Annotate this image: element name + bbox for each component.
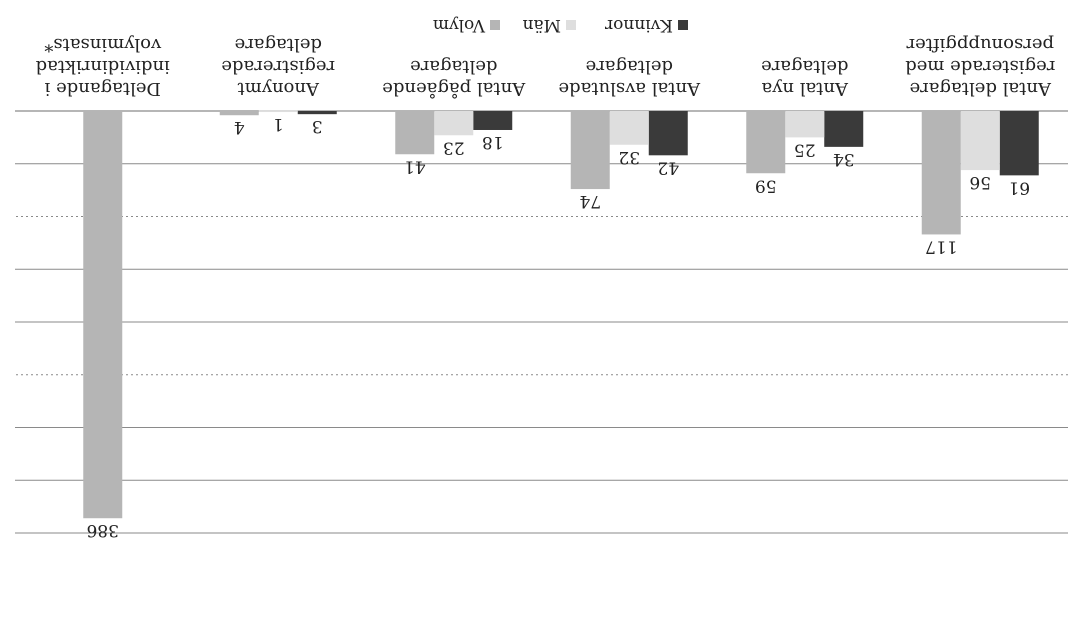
bar-kvinnor-2	[648, 111, 688, 156]
data-label-kvinnor-1: 34	[833, 149, 855, 169]
legend-label-kvinnor: Kvinnor	[604, 15, 673, 35]
category-label-1-1: deltagare	[761, 56, 848, 77]
data-label-volym-5: 386	[87, 520, 119, 540]
category-label-2-1: deltagare	[586, 56, 673, 77]
category-label-5-1: individinriktad	[36, 56, 170, 77]
bar-volym-1	[746, 111, 786, 174]
data-label-män-2: 32	[618, 147, 640, 167]
data-label-volym-3: 41	[404, 156, 426, 176]
category-label-4-1: registrerade	[221, 56, 335, 77]
category-label-4-0: Anonymt	[237, 78, 320, 99]
category-label-4-2: deltagare	[235, 34, 322, 55]
data-label-kvinnor-3: 18	[482, 132, 504, 152]
category-label-5-0: Deltagande i	[44, 78, 161, 99]
bar-volym-0	[921, 111, 961, 235]
data-label-män-0: 56	[969, 172, 991, 192]
data-label-män-1: 25	[794, 139, 816, 159]
category-label-0-1: registerade med	[905, 56, 1055, 77]
bar-kvinnor-3	[473, 111, 513, 130]
data-label-volym-2: 74	[579, 191, 601, 211]
data-label-män-3: 23	[443, 137, 465, 157]
bar-volym-2	[570, 111, 610, 190]
data-label-volym-4: 4	[234, 117, 245, 137]
data-label-kvinnor-0: 61	[1008, 177, 1030, 197]
data-label-kvinnor-4: 3	[312, 116, 323, 136]
category-label-3-0: Antal pågående	[382, 78, 526, 100]
legend-label-volym: Volym	[433, 15, 486, 35]
data-label-kvinnor-2: 42	[657, 157, 679, 177]
category-label-0-0: Antal deltagare	[910, 78, 1052, 99]
data-label-volym-1: 59	[755, 175, 777, 195]
category-label-0-2: personuppgifter	[906, 34, 1054, 55]
category-label-5-2: volyminsats*	[44, 34, 162, 55]
bar-män-1	[785, 111, 825, 138]
data-label-män-4: 1	[273, 114, 284, 134]
legend-swatch-volym	[490, 20, 500, 30]
bar-män-3	[434, 111, 474, 136]
bar-volym-4	[219, 111, 259, 116]
bar-kvinnor-0	[999, 111, 1039, 176]
legend-swatch-män	[566, 20, 576, 30]
category-label-2-0: Antal avslutade	[558, 78, 701, 99]
data-label-volym-0: 117	[925, 236, 957, 256]
category-label-3-1: deltagare	[410, 56, 497, 77]
bar-kvinnor-1	[824, 111, 864, 147]
category-label-1-0: Antal nya	[761, 78, 849, 99]
legend-swatch-kvinnor	[678, 20, 688, 30]
bar-volym-5	[83, 111, 123, 519]
legend-label-män: Män	[522, 15, 561, 35]
bar-volym-3	[395, 111, 435, 155]
bar-män-2	[609, 111, 649, 145]
bar-kvinnor-4	[297, 111, 337, 115]
bar-män-0	[960, 111, 1000, 171]
bar-män-4	[258, 110, 298, 113]
